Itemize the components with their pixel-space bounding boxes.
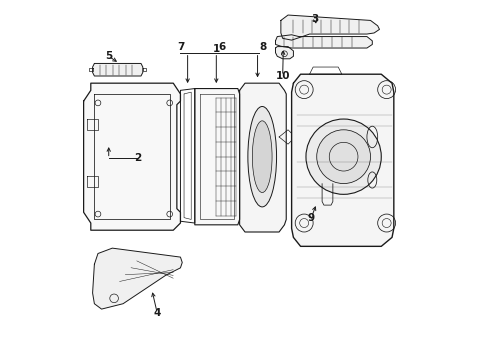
Ellipse shape <box>248 107 276 207</box>
Polygon shape <box>240 83 286 232</box>
Polygon shape <box>275 35 372 48</box>
Text: 9: 9 <box>308 213 315 222</box>
Circle shape <box>317 130 370 184</box>
Polygon shape <box>84 83 180 230</box>
Polygon shape <box>195 89 240 225</box>
Polygon shape <box>275 46 294 59</box>
Polygon shape <box>281 15 379 40</box>
Text: 3: 3 <box>311 14 318 24</box>
Text: 2: 2 <box>134 153 141 163</box>
Text: 1: 1 <box>213 44 220 54</box>
Text: 8: 8 <box>259 42 267 52</box>
Polygon shape <box>93 248 182 309</box>
Circle shape <box>306 119 381 194</box>
Text: 10: 10 <box>275 71 290 81</box>
Polygon shape <box>93 63 143 76</box>
Text: 6: 6 <box>218 42 225 52</box>
Text: 5: 5 <box>105 51 112 61</box>
Ellipse shape <box>252 121 272 193</box>
Text: 7: 7 <box>177 42 184 52</box>
Text: 4: 4 <box>153 308 161 318</box>
Polygon shape <box>292 74 394 246</box>
